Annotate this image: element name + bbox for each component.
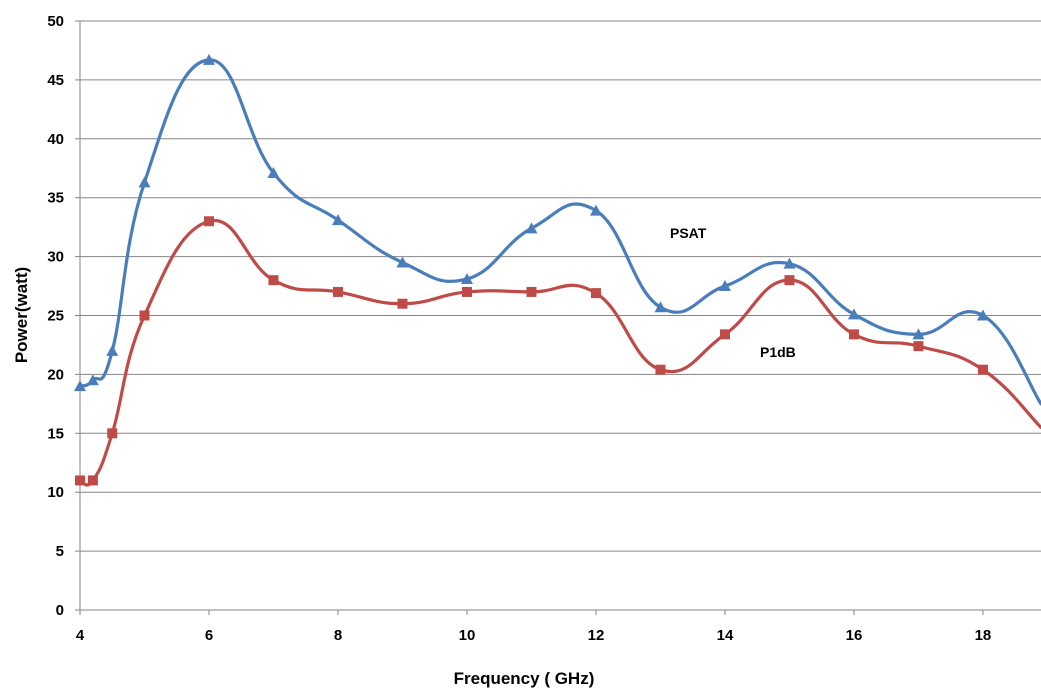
data-point-psat [976, 309, 989, 321]
series-label-p1db: P1dB [760, 344, 796, 360]
data-point-psat [847, 308, 860, 320]
data-point-psat [138, 176, 151, 188]
data-point-psat [718, 280, 731, 292]
x-tick-label: 12 [588, 627, 605, 644]
data-point-p1db [107, 428, 118, 439]
x-axis-title: Frequency ( GHz) [454, 669, 595, 688]
data-point-psat [912, 328, 925, 340]
data-point-p1db [655, 364, 666, 375]
y-tick-label: 25 [47, 308, 64, 325]
x-tick-label: 14 [717, 627, 734, 644]
series-line-psat [78, 58, 1041, 406]
data-point-psat [460, 272, 473, 284]
data-point-psat [74, 380, 86, 392]
y-tick-label: 50 [47, 13, 64, 30]
data-point-p1db [719, 329, 730, 340]
data-point-psat [331, 214, 344, 226]
y-tick-label: 0 [56, 602, 64, 619]
y-tick-label: 10 [47, 484, 64, 501]
data-point-psat [267, 166, 280, 178]
series-markers [74, 53, 989, 486]
y-tick-label: 30 [47, 249, 64, 266]
y-tick-labels: 0 5 10 15 20 25 30 35 40 45 50 [47, 13, 64, 619]
data-point-p1db [913, 341, 924, 352]
data-point-p1db [87, 475, 98, 486]
data-point-p1db [397, 298, 408, 309]
y-tick-label: 35 [47, 190, 64, 207]
x-tick-label: 6 [205, 627, 213, 644]
data-point-p1db [848, 329, 859, 340]
data-point-psat [654, 301, 667, 313]
data-point-psat [396, 256, 409, 268]
y-tick-label: 5 [56, 543, 64, 560]
data-point-p1db [461, 286, 472, 297]
series-label-psat: PSAT [670, 225, 707, 241]
x-tick-label: 8 [334, 627, 342, 644]
data-point-p1db [590, 288, 601, 299]
data-point-p1db [332, 286, 343, 297]
data-point-p1db [784, 275, 795, 286]
x-tick-label: 18 [975, 627, 992, 644]
axes [79, 21, 1041, 615]
data-point-psat [783, 257, 796, 269]
x-tick-label: 4 [76, 627, 85, 644]
y-tick-label: 20 [47, 366, 64, 383]
y-tick-label: 45 [47, 72, 64, 89]
data-point-p1db [75, 475, 85, 486]
data-point-p1db [977, 364, 988, 375]
data-point-psat [202, 53, 215, 65]
data-point-p1db [139, 310, 150, 321]
x-tick-labels: 4 6 8 10 12 14 16 18 [76, 627, 991, 644]
data-point-psat [589, 204, 602, 216]
data-point-p1db [526, 286, 537, 297]
data-point-psat [525, 222, 538, 234]
x-tick-label: 10 [459, 627, 476, 644]
y-axis-title: Power(watt) [12, 267, 31, 363]
data-point-psat [106, 344, 119, 356]
x-tick-label: 16 [846, 627, 863, 644]
series-lines [78, 58, 1041, 487]
series-labels: PSAT P1dB [670, 225, 796, 360]
series-line-p1db [78, 218, 1041, 487]
data-point-p1db [203, 216, 214, 227]
data-point-psat [86, 374, 99, 386]
y-tick-label: 15 [47, 425, 64, 442]
data-point-p1db [268, 275, 279, 286]
grid-lines [75, 20, 1041, 611]
y-tick-label: 40 [47, 131, 64, 148]
